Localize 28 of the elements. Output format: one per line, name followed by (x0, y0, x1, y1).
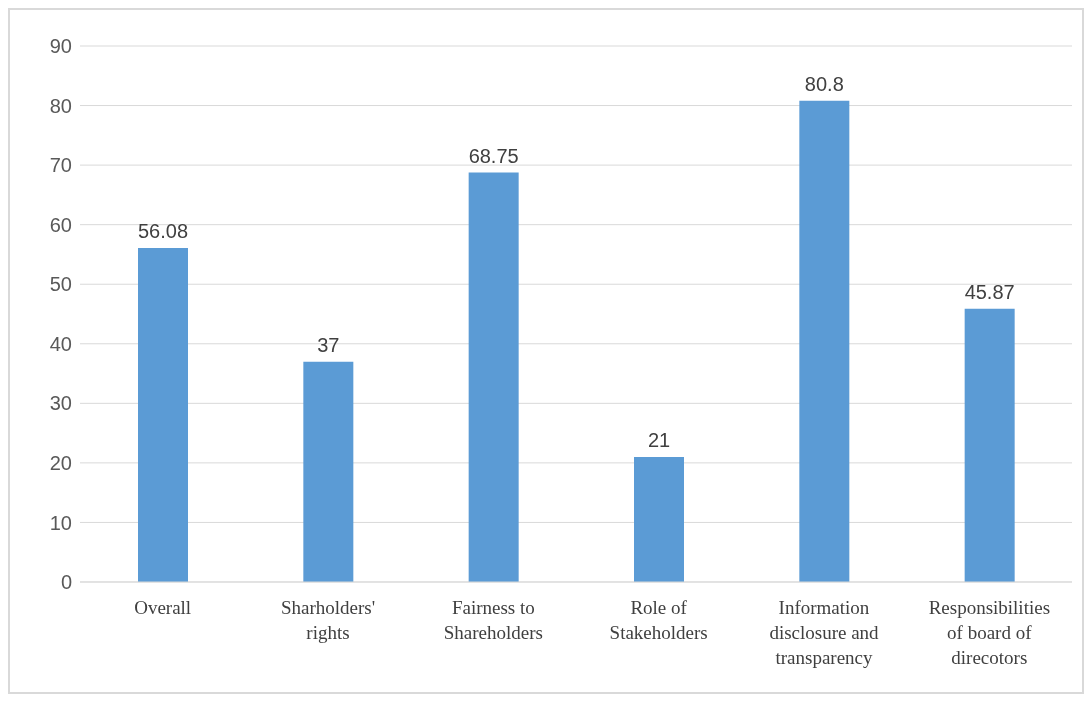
y-tick-label: 0 (60, 571, 72, 594)
x-tick-label: Overall (134, 597, 192, 618)
x-tick-label: Sharholders' rights (280, 597, 376, 643)
y-tick-label: 60 (49, 213, 72, 236)
data-label: 56.08 (137, 220, 189, 243)
bar (468, 172, 519, 582)
bar (799, 100, 850, 582)
y-tick-label: 40 (49, 332, 72, 355)
x-tick-label: Information disclosure and transparency (769, 597, 880, 668)
data-label: 45.87 (964, 280, 1015, 303)
data-label: 80.8 (804, 72, 844, 95)
bar (964, 308, 1015, 582)
y-tick-label: 20 (49, 451, 72, 474)
y-tick-label: 50 (49, 273, 72, 296)
x-tick-label: Responsibilities of board of direcotors (928, 597, 1051, 668)
y-tick-label: 10 (49, 511, 72, 534)
data-label: 21 (647, 428, 671, 451)
x-tick-label: Fairness to Shareholders (443, 597, 543, 643)
x-tick-label: Role of Stakeholders (609, 597, 708, 643)
data-label: 68.75 (468, 144, 519, 167)
bar (138, 248, 188, 582)
y-tick-label: 80 (49, 94, 72, 117)
bar (634, 456, 684, 582)
y-tick-label: 30 (49, 392, 72, 415)
data-label: 37 (317, 333, 340, 356)
bar (303, 361, 354, 582)
y-tick-label: 70 (49, 154, 72, 177)
y-tick-label: 90 (49, 35, 72, 58)
